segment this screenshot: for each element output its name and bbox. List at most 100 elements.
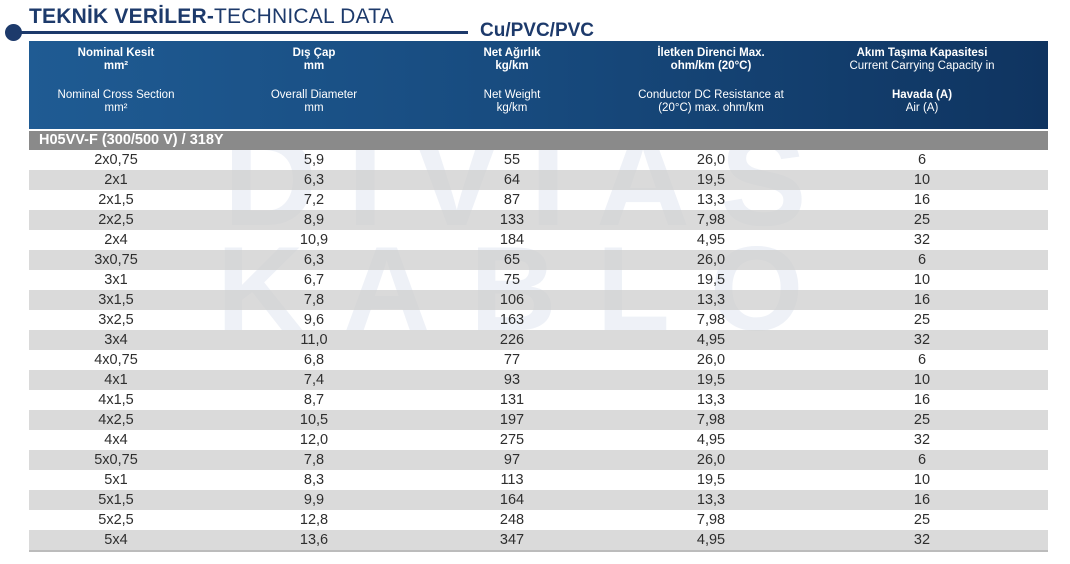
weight-cell: 106 (499, 292, 525, 308)
resistance-cell: 19,5 (696, 272, 726, 288)
cross-section-cell: 2x0,75 (94, 152, 138, 168)
table-row: 4x1 7,4 93 19,5 10 (29, 370, 1048, 390)
diameter-cell: 9,9 (303, 492, 325, 508)
column-header-cross-section: Nominal Kesit mm² Nominal Cross Section mm… (57, 47, 175, 114)
capacity-cell: 16 (913, 492, 931, 508)
resistance-cell: 19,5 (696, 472, 726, 488)
weight-cell: 65 (503, 252, 521, 268)
capacity-cell: 16 (913, 392, 931, 408)
diameter-cell: 6,3 (303, 172, 325, 188)
capacity-cell: 25 (913, 312, 931, 328)
weight-cell: 93 (503, 372, 521, 388)
weight-cell: 163 (499, 312, 525, 328)
table-row: 4x0,75 6,8 77 26,0 6 (29, 350, 1048, 370)
diameter-cell: 12,0 (299, 432, 329, 448)
table-row: 5x0,75 7,8 97 26,0 6 (29, 450, 1048, 470)
cross-section-cell: 2x1,5 (98, 192, 134, 208)
resistance-cell: 13,3 (696, 192, 726, 208)
cross-section-cell: 2x2,5 (98, 212, 134, 228)
cable-group-header: H05VV-F (300/500 V) / 318Y (29, 131, 1048, 150)
title-bullet-dot (5, 24, 22, 41)
weight-cell: 113 (500, 472, 524, 488)
cross-section-cell: 4x4 (104, 432, 128, 448)
cross-section-cell: 3x0,75 (94, 252, 138, 268)
resistance-cell: 19,5 (696, 172, 726, 188)
column-header-overall-diameter: Dış Çap mm Overall Diameter mm (270, 47, 358, 114)
capacity-cell: 25 (913, 212, 931, 228)
resistance-cell: 4,95 (696, 332, 726, 348)
resistance-cell: 7,98 (696, 512, 726, 528)
table-row: 2x1,5 7,2 87 13,3 16 (29, 190, 1048, 210)
cross-section-cell: 4x0,75 (94, 352, 138, 368)
capacity-cell: 10 (913, 372, 931, 388)
capacity-cell: 25 (913, 512, 931, 528)
resistance-cell: 4,95 (696, 232, 726, 248)
cable-type-subtitle: Cu/PVC/PVC (480, 20, 595, 41)
capacity-cell: 10 (913, 172, 931, 188)
weight-cell: 87 (503, 192, 521, 208)
resistance-cell: 4,95 (696, 432, 726, 448)
capacity-cell: 25 (913, 412, 931, 428)
weight-cell: 133 (499, 212, 525, 228)
diameter-cell: 5,9 (303, 152, 325, 168)
column-header-net-weight: Net Ağırlık kg/km Net Weight kg/km (483, 47, 541, 114)
data-table-body: 2x0,75 5,9 55 26,0 6 2x1 6,3 64 19,5 10 2x1,5 7,2 87… (29, 150, 1048, 550)
capacity-cell: 6 (917, 452, 927, 468)
resistance-cell: 13,3 (696, 292, 726, 308)
weight-cell: 131 (499, 392, 525, 408)
diameter-cell: 8,3 (303, 472, 325, 488)
diameter-cell: 8,9 (303, 212, 325, 228)
resistance-cell: 26,0 (696, 152, 726, 168)
table-row: 3x4 11,0 226 4,95 32 (29, 330, 1048, 350)
table-header: Nominal Kesit mm² Nominal Cross Section mm… (29, 41, 1048, 129)
diameter-cell: 8,7 (303, 392, 325, 408)
weight-cell: 347 (499, 532, 525, 548)
column-header-current-capacity: Akım Taşıma Kapasitesi Current Carrying C… (849, 47, 995, 114)
weight-cell: 75 (503, 272, 521, 288)
column-header-conductor-resistance: İletken Direnci Max. ohm/km (20°C) Conduc… (638, 47, 784, 114)
diameter-cell: 7,4 (303, 372, 325, 388)
resistance-cell: 7,98 (696, 312, 726, 328)
page-title: TEKNİK VERİLER-TECHNICAL DATA (29, 5, 394, 29)
resistance-cell: 13,3 (696, 392, 726, 408)
page-title-bold: TEKNİK VERİLER- (29, 5, 215, 28)
table-row: 3x0,75 6,3 65 26,0 6 (29, 250, 1048, 270)
cross-section-cell: 2x4 (104, 232, 128, 248)
resistance-cell: 26,0 (696, 452, 726, 468)
diameter-cell: 7,2 (303, 192, 325, 208)
page-title-normal: TECHNICAL DATA (214, 5, 394, 28)
capacity-cell: 6 (917, 352, 927, 368)
capacity-cell: 6 (917, 252, 927, 268)
table-row: 4x1,5 8,7 131 13,3 16 (29, 390, 1048, 410)
cross-section-cell: 3x1 (104, 272, 128, 288)
table-row: 5x1,5 9,9 164 13,3 16 (29, 490, 1048, 510)
capacity-cell: 32 (913, 432, 931, 448)
capacity-cell: 32 (913, 532, 931, 548)
resistance-cell: 13,3 (696, 492, 726, 508)
cross-section-cell: 5x0,75 (94, 452, 138, 468)
diameter-cell: 7,8 (303, 452, 325, 468)
table-row: 3x1,5 7,8 106 13,3 16 (29, 290, 1048, 310)
cross-section-cell: 4x1 (104, 372, 128, 388)
cross-section-cell: 2x1 (104, 172, 128, 188)
table-row: 5x4 13,6 347 4,95 32 (29, 530, 1048, 550)
capacity-cell: 32 (913, 232, 931, 248)
diameter-cell: 10,9 (299, 232, 329, 248)
weight-cell: 248 (499, 512, 525, 528)
diameter-cell: 11,0 (300, 332, 328, 348)
capacity-cell: 32 (913, 332, 931, 348)
diameter-cell: 6,7 (303, 272, 325, 288)
title-underline (10, 31, 468, 34)
weight-cell: 275 (499, 432, 525, 448)
table-row: 2x0,75 5,9 55 26,0 6 (29, 150, 1048, 170)
weight-cell: 184 (499, 232, 525, 248)
cross-section-cell: 4x1,5 (98, 392, 134, 408)
table-row: 2x4 10,9 184 4,95 32 (29, 230, 1048, 250)
cross-section-cell: 3x2,5 (98, 312, 134, 328)
cross-section-cell: 5x4 (104, 532, 128, 548)
table-bottom-rule (29, 550, 1048, 552)
capacity-cell: 6 (917, 152, 927, 168)
cross-section-cell: 5x1 (104, 472, 128, 488)
cable-group-label: H05VV-F (300/500 V) / 318Y (39, 132, 224, 148)
cross-section-cell: 4x2,5 (98, 412, 134, 428)
